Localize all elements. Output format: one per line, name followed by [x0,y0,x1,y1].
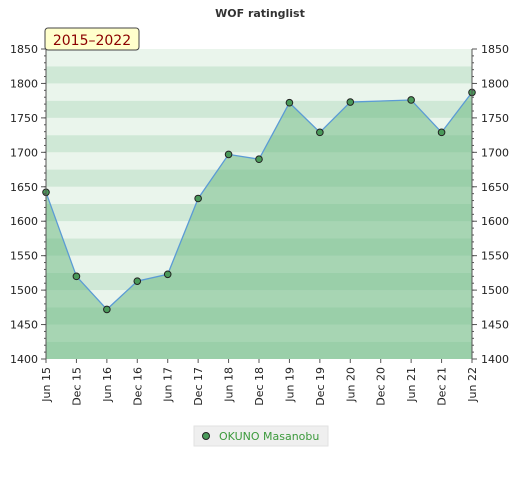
y-tick-label-right: 1750 [481,112,509,125]
x-tick-label: Jun 21 [405,367,418,403]
x-tick-label: Dec 16 [131,367,144,406]
data-point [194,194,202,203]
data-point [103,305,111,314]
y-tick-label-right: 1600 [481,215,509,228]
data-point [163,270,172,279]
data-point [346,98,355,106]
x-tick-label: Jun 15 [40,367,53,403]
data-point [285,98,294,107]
x-tick-label: Jun 18 [223,367,236,403]
data-point [133,277,142,285]
series-line [45,92,473,311]
x-tick-label: Jun 19 [283,367,296,403]
background-band [46,83,472,101]
legend: OKUNO Masanobu [193,425,329,447]
series-area [46,92,472,360]
data-point [224,150,233,159]
line-layer [45,92,473,311]
y-tick-label-right: 1550 [481,250,509,263]
chart-title: WOF ratinglist [215,7,305,20]
x-tick-label: Dec 15 [70,367,83,406]
data-point [407,96,415,104]
y-tick-label-left: 1700 [10,146,38,159]
x-tick-label: Jun 16 [101,367,114,403]
axes-layer: 1400 1400 1450 1450 1500 1500 1550 1550 1600 1600… [10,43,509,406]
x-tick-label: Jun 20 [344,367,357,403]
x-tick-label: Dec 18 [253,367,266,406]
legend-marker [202,432,210,440]
y-tick-label-right: 1450 [481,319,509,332]
y-tick-label-right: 1850 [481,43,509,56]
y-tick-label-right: 1700 [481,146,509,159]
area-fill-layer [46,92,472,360]
data-point [72,272,81,281]
background-band [46,66,472,84]
data-point [437,128,446,137]
y-tick-label-left: 1750 [10,112,38,125]
y-tick-label-right: 1500 [481,284,509,297]
y-tick-label-left: 1650 [10,181,38,194]
y-tick-label-left: 1600 [10,215,38,228]
x-tick-label: Dec 17 [192,367,205,406]
y-tick-label-right: 1400 [481,353,509,366]
y-tick-label-left: 1500 [10,284,38,297]
y-tick-label-left: 1800 [10,77,38,90]
year-range-badge: 2015–2022 [44,27,140,51]
x-tick-label: Dec 20 [375,367,388,406]
data-point [316,128,324,137]
y-tick-label-left: 1850 [10,43,38,56]
background-band [46,49,472,67]
data-point [255,155,263,164]
y-tick-label-left: 1550 [10,250,38,263]
x-tick-label: Dec 21 [436,367,449,406]
y-tick-label-left: 1450 [10,319,38,332]
y-tick-label-right: 1800 [481,77,509,90]
x-tick-label: Jun 22 [466,367,479,403]
y-tick-label-right: 1650 [481,181,509,194]
legend-label: OKUNO Masanobu [219,430,319,443]
marker-layer [42,88,476,314]
y-tick-label-left: 1400 [10,353,38,366]
x-tick-label: Jun 17 [162,367,175,403]
x-tick-label: Dec 19 [314,367,327,406]
year-range-label: 2015–2022 [53,33,131,49]
